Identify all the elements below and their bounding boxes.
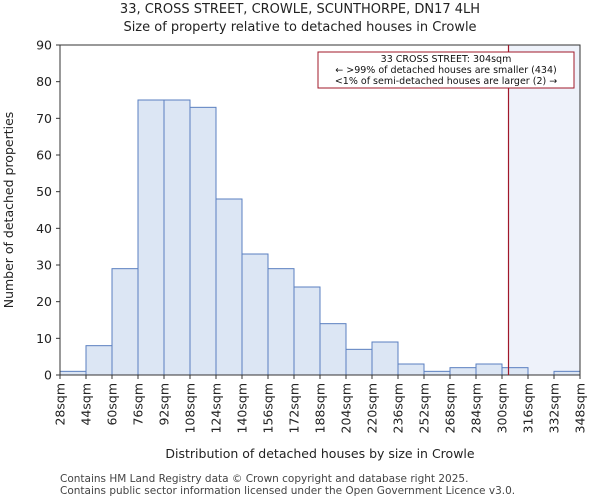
annotation-line: ← >99% of detached houses are smaller (4… — [335, 65, 556, 76]
y-tick-label: 10 — [36, 331, 52, 346]
x-tick-label: 172sqm — [287, 383, 302, 433]
x-tick-label: 124sqm — [209, 383, 224, 433]
annotation-box — [317, 51, 575, 89]
x-tick-label: 204sqm — [339, 383, 354, 433]
chart-subtitle: Size of property relative to detached ho… — [123, 20, 477, 35]
y-axis-label: Number of detached properties — [1, 112, 16, 309]
x-tick-label: 348sqm — [573, 383, 588, 433]
annotation-line: <1% of semi-detached houses are larger (… — [335, 76, 557, 87]
y-tick-label: 80 — [36, 74, 52, 89]
histogram-bar — [111, 268, 139, 376]
histogram-bar — [215, 198, 243, 376]
histogram-bar — [85, 345, 113, 376]
histogram-bar — [137, 99, 165, 376]
x-tick-label: 284sqm — [469, 383, 484, 433]
y-tick-label: 70 — [36, 111, 52, 126]
histogram-bar — [501, 367, 529, 376]
histogram-chart: 0 10 20 30 40 50 60 70 80 90 28sqm 44sqm 60sqm 76sqm 9… — [1, 38, 588, 462]
histogram-bar — [319, 323, 347, 376]
x-tick-label: 332sqm — [547, 383, 562, 433]
x-tick-label: 268sqm — [443, 383, 458, 433]
histogram-bar — [189, 106, 217, 376]
x-tick-label: 92sqm — [157, 383, 172, 426]
x-tick-label: 252sqm — [417, 383, 432, 433]
histogram-bar — [59, 370, 87, 376]
x-axis-label: Distribution of detached houses by size … — [165, 446, 475, 461]
x-tick-label: 44sqm — [79, 383, 94, 426]
x-tick-label: 156sqm — [261, 383, 276, 433]
y-tick-label: 40 — [36, 221, 52, 236]
histogram-bar — [423, 370, 451, 376]
x-tick-label: 28sqm — [53, 383, 68, 426]
x-tick-label: 188sqm — [313, 383, 328, 433]
histogram-bar — [371, 341, 399, 376]
histogram-bar — [397, 363, 425, 376]
y-tick-label: 0 — [44, 368, 52, 383]
histogram-bar — [163, 99, 191, 376]
histogram-bar — [267, 268, 295, 376]
histogram-bar — [241, 253, 269, 376]
larger-region-shade — [508, 45, 580, 375]
annotation-line: 33 CROSS STREET: 304sqm — [381, 54, 512, 65]
y-tick-label: 20 — [36, 294, 52, 309]
histogram-bar — [553, 370, 581, 376]
footer-line-1: Contains HM Land Registry data © Crown c… — [60, 473, 469, 485]
x-tick-label: 220sqm — [365, 383, 380, 433]
y-tick-label: 60 — [36, 148, 52, 163]
histogram-bar — [475, 363, 503, 376]
x-tick-label: 300sqm — [495, 383, 510, 433]
x-tick-label: 76sqm — [131, 383, 146, 426]
x-tick-label: 60sqm — [105, 383, 120, 426]
x-tick-label: 236sqm — [391, 383, 406, 433]
histogram-bar — [449, 367, 477, 376]
chart-title: 33, CROSS STREET, CROWLE, SCUNTHORPE, DN… — [119, 2, 481, 17]
histogram-bar — [345, 348, 373, 376]
y-tick-label: 50 — [36, 184, 52, 199]
y-tick-label: 90 — [36, 38, 52, 53]
y-tick-label: 30 — [36, 258, 52, 273]
histogram-bar — [293, 286, 321, 376]
x-tick-label: 316sqm — [521, 383, 536, 433]
x-tick-label: 140sqm — [235, 383, 250, 433]
footer-line-2: Contains public sector information licen… — [60, 485, 516, 497]
x-tick-label: 108sqm — [183, 383, 198, 433]
